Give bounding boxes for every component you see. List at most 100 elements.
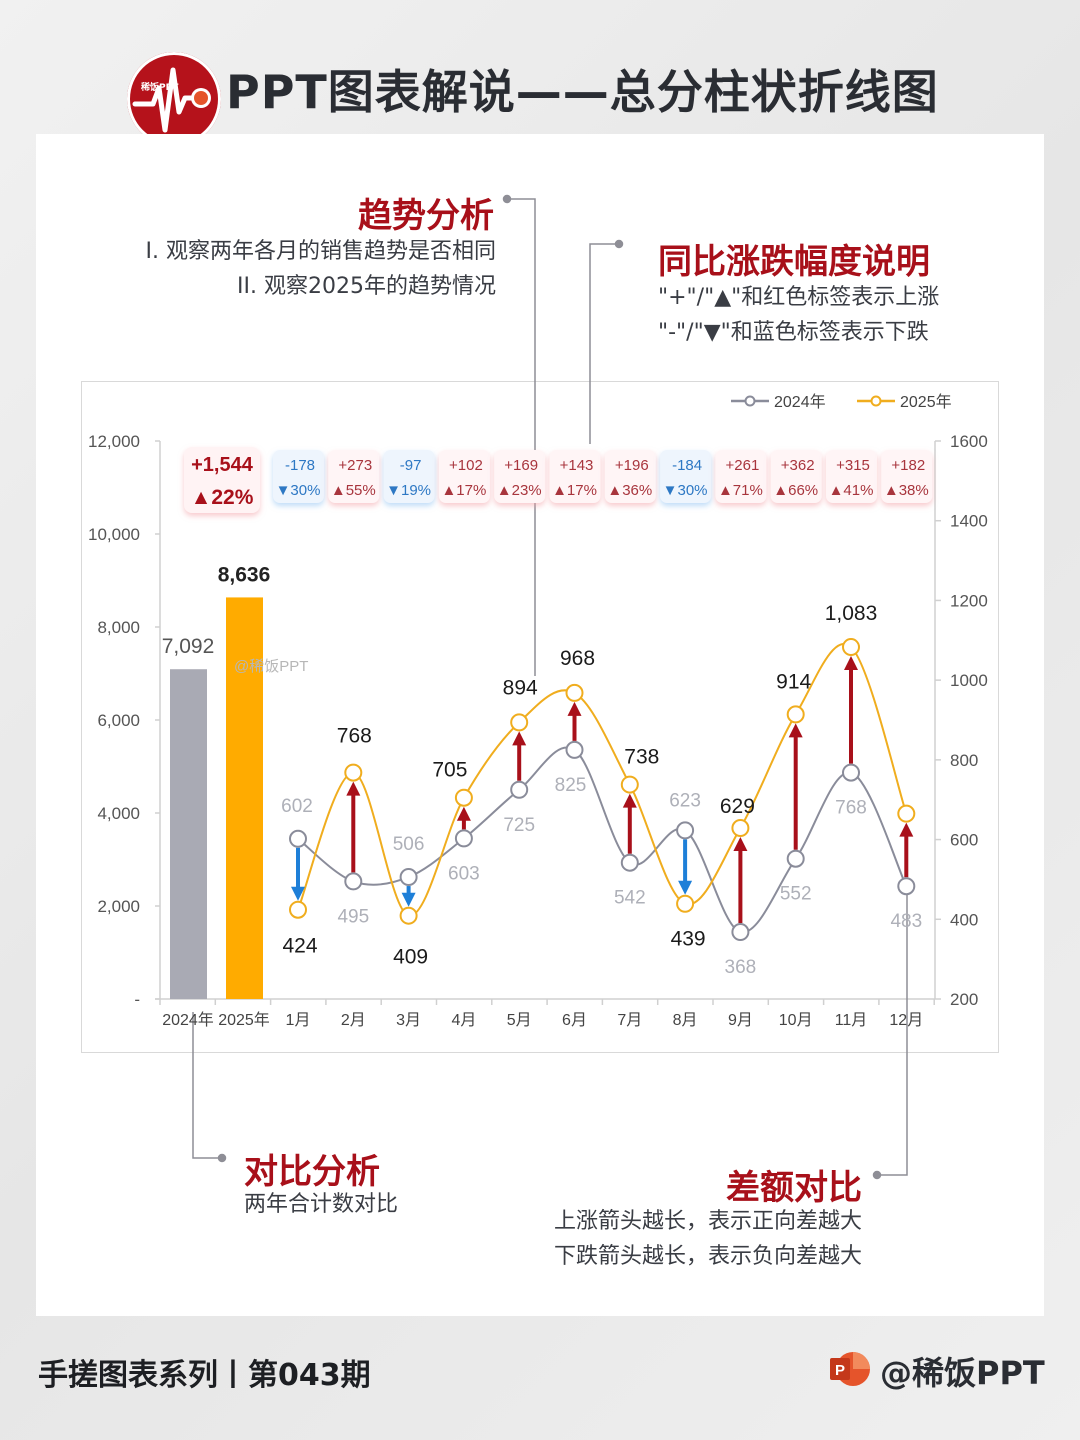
up-arrow-head-icon	[346, 781, 361, 796]
brand-handle: @稀饭PPT	[880, 1354, 1045, 1392]
value-label-2025: 1,083	[825, 602, 878, 625]
difference-comparison-line-2: 下跌箭头越长，表示负向差越大	[553, 1244, 862, 1269]
value-label-2024: 602	[281, 796, 313, 817]
marker-2024	[399, 868, 418, 887]
yoy-diff-label: +143	[560, 457, 594, 474]
trend-analysis-line-2: II. 观察2025年的趋势情况	[237, 274, 496, 299]
yoy-badge-up	[494, 450, 546, 503]
left-axis-tick-label: 6,000	[97, 711, 140, 730]
yoy-pct-label: ▲36%	[607, 482, 652, 499]
trend-analysis-title: 趋势分析	[358, 196, 494, 236]
x-axis-category-label: 2024年	[162, 1011, 214, 1029]
legend-marker-icon	[744, 395, 756, 407]
value-label-2024: 623	[669, 790, 701, 811]
up-arrow-head-icon	[788, 723, 803, 738]
line-series-2025	[297, 643, 908, 917]
value-label-2024: 825	[555, 775, 587, 796]
yoy-badge-up	[549, 450, 601, 503]
yoy-badge-up	[715, 450, 767, 503]
yoy-badge-up	[826, 450, 877, 503]
x-axis-category-label: 5月	[507, 1012, 532, 1029]
x-axis-category-label: 4月	[451, 1012, 476, 1029]
yoy-pct-label: ▲66%	[773, 482, 818, 499]
comparison-analysis-line-1: 两年合计数对比	[244, 1192, 399, 1217]
yoy-diff-label: -184	[672, 457, 702, 474]
x-axis-category-label: 12月	[889, 1012, 923, 1029]
legend-label: 2024年	[774, 393, 826, 411]
marker-2024	[344, 872, 363, 891]
yoy-pct-label: ▲71%	[718, 482, 763, 499]
value-label-2024: 368	[725, 957, 757, 978]
yoy-pct-label: ▼19%	[386, 482, 431, 499]
value-label-2024: 768	[835, 798, 867, 819]
powerpoint-icon: P	[830, 1352, 870, 1386]
yoy-badge-up	[881, 450, 933, 503]
up-arrow-head-icon	[899, 822, 914, 837]
yoy-pct-label: ▲17%	[441, 482, 486, 499]
x-axis-category-label: 3月	[396, 1012, 421, 1029]
legend-label: 2025年	[900, 393, 952, 411]
left-axis-tick-label: 8,000	[97, 618, 140, 637]
up-arrow-head-icon	[512, 731, 527, 746]
value-label-2024: 725	[503, 815, 535, 836]
yoy-diff-label: -178	[285, 457, 315, 474]
down-arrow-head-icon	[678, 880, 693, 895]
difference-comparison-line-1: 上涨箭头越长，表示正向差越大	[553, 1209, 862, 1234]
yoy-badge-down	[383, 450, 435, 503]
yoy-explanation-line-1: "+"/"▲"和红色标签表示上涨	[658, 285, 940, 310]
value-label-2024: 483	[890, 911, 922, 932]
x-axis-category-label: 10月	[779, 1012, 813, 1029]
value-label-2024: 495	[337, 906, 369, 927]
yoy-pct-label: ▲17%	[552, 482, 597, 499]
comparison-analysis-title: 对比分析	[244, 1152, 380, 1192]
marker-2025	[399, 906, 418, 925]
x-axis-category-label: 11月	[835, 1012, 868, 1029]
up-arrow-head-icon	[567, 701, 582, 716]
value-label-2025: 705	[432, 759, 467, 782]
yoy-diff-label: +169	[504, 457, 538, 474]
marker-2024	[565, 740, 584, 759]
yoy-badge-up	[770, 450, 822, 503]
brand-logo: 稀饭PPT	[127, 52, 221, 146]
value-label-2025: 439	[671, 928, 706, 951]
x-axis-category-label: 8月	[673, 1012, 698, 1029]
right-axis-tick-label: 1200	[950, 591, 988, 610]
left-y-axis	[155, 441, 935, 1000]
x-axis-category-label: 6月	[562, 1012, 587, 1029]
marker-2025	[786, 705, 805, 724]
value-label-2024: 542	[614, 888, 646, 909]
marker-2024	[510, 780, 529, 799]
right-axis-tick-label: 800	[950, 751, 978, 770]
left-axis-tick-label: 10,000	[88, 525, 140, 544]
series-issue-label: 手搓图表系列丨第043期	[38, 1358, 371, 1393]
marker-2024	[454, 829, 473, 848]
yoy-diff-label: +362	[781, 457, 815, 474]
marker-2025	[842, 638, 860, 657]
yoy-badge-down	[273, 450, 324, 503]
x-axis-category-label: 2025年	[218, 1011, 270, 1029]
yoy-badge-up	[604, 450, 656, 503]
marker-2025	[897, 804, 916, 823]
value-label-2025: 424	[282, 935, 317, 958]
right-axis-tick-label: 600	[950, 831, 978, 850]
yoy-explanation-line-2: "-"/"▼"和蓝色标签表示下跌	[658, 320, 929, 345]
left-axis-tick-label: 4,000	[97, 804, 140, 823]
marker-2024	[676, 821, 695, 840]
marker-2025	[454, 788, 473, 807]
yoy-diff-label: +315	[836, 457, 870, 474]
marker-2024	[289, 829, 307, 848]
value-label-2025: 914	[776, 670, 811, 693]
page-title: PPT图表解说——总分柱状折线图	[226, 65, 939, 119]
line-series-2024	[297, 746, 908, 934]
yoy-badge-up	[438, 450, 490, 503]
yoy-diff-label: +196	[615, 457, 649, 474]
up-arrow-head-icon	[456, 806, 471, 821]
down-arrow-head-icon	[401, 892, 416, 907]
marker-2024	[786, 849, 805, 868]
value-label-2025: 409	[393, 946, 428, 969]
value-label-2025: 894	[503, 676, 538, 699]
value-label-2024: 506	[393, 834, 425, 855]
marker-2025	[676, 894, 695, 913]
marker-2025	[565, 683, 584, 702]
